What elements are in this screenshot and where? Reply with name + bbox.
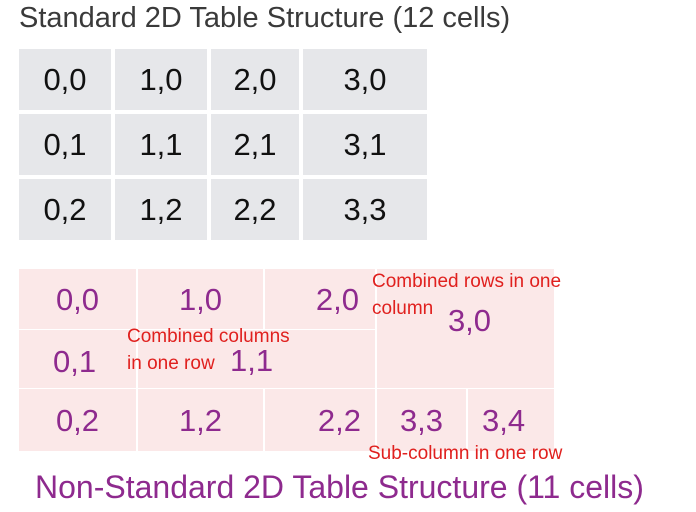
non-standard-cell: 0,1 [19,330,136,389]
sub-column-annotation: Sub-column in one row [368,443,563,464]
non-standard-cell: 0,0 [19,269,136,330]
standard-cell: 1,1 [115,114,207,175]
merged-columns-cell: 1,1 [138,330,375,389]
cell-label: 0,0 [55,281,100,317]
annotation-line: Combined columns [127,326,290,347]
non-standard-table-title: Non-Standard 2D Table Structure (11 cell… [35,469,644,505]
non-standard-table: 0,0 1,0 2,0 3,0 0,1 1,1 0,2 1,2 2,2 3,3 … [19,269,554,452]
non-standard-cell: 1,0 [138,269,263,330]
cell-label: 1,0 [178,281,223,317]
standard-cell: 0,1 [19,114,111,175]
standard-cell: 0,0 [19,49,111,110]
annotation-line: column [372,298,434,319]
standard-cell: 3,0 [303,49,427,110]
non-standard-cell: 2,0 [265,269,375,330]
standard-cell: 2,2 [211,179,299,240]
standard-cell: 3,1 [303,114,427,175]
standard-cell: 0,2 [19,179,111,240]
standard-cell: 3,3 [303,179,427,240]
cell-label: 2,0 [315,281,359,317]
cell-label: 0,2 [55,402,100,438]
sub-column-cell: 3,3 [377,389,466,452]
standard-table: 0,0 1,0 2,0 3,0 0,1 1,1 2,1 3,1 0,2 1,2 … [19,49,427,240]
merged-rows-cell: 3,0 [377,269,554,389]
standard-cell: 2,1 [211,114,299,175]
cell-label: 1,2 [178,402,223,438]
cell-label: 3,3 [399,402,444,438]
annotation-line: Combined rows in one [372,271,562,292]
non-standard-cell: 2,2 [265,389,375,452]
annotation-line: in one row [127,353,215,374]
standard-cell: 1,2 [115,179,207,240]
non-standard-cell: 1,2 [138,389,263,452]
cell-label: 3,4 [482,402,526,438]
sub-column-cell: 3,4 [468,389,554,452]
standard-cell: 1,0 [115,49,207,110]
combined-rows-annotation: Combined rows in one column [372,268,561,322]
cell-label: 3,0 [447,303,492,338]
standard-table-title: Standard 2D Table Structure (12 cells) [19,2,511,34]
cell-label: 0,1 [53,343,97,379]
cell-label: 2,2 [317,402,361,438]
standard-cell: 2,0 [211,49,299,110]
non-standard-cell: 0,2 [19,389,136,452]
cell-label: 1,1 [230,342,274,378]
combined-columns-annotation: Combined columns in one row [127,323,290,377]
